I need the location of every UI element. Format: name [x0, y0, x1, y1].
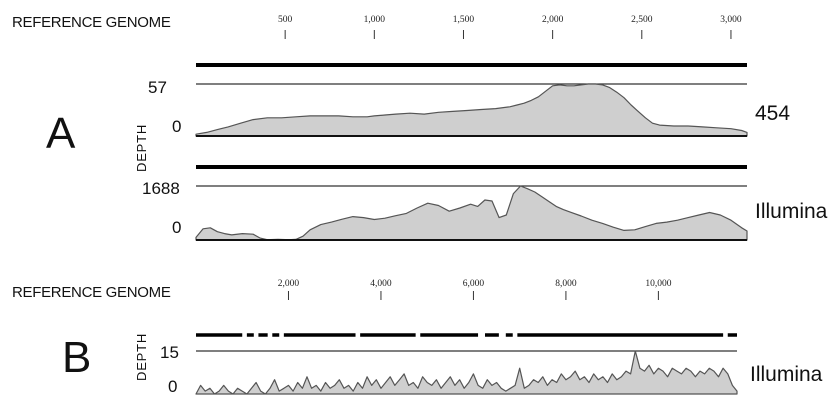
panel-b-x-axis-ticks: 2,000 4,000 6,000 8,000 10,000	[278, 279, 672, 300]
panel-b-x-tick-label: 2,000	[278, 279, 300, 289]
panel-b: REFERENCE GENOME 2,000 4,000 6,000 8,000 10,…	[12, 279, 823, 396]
panel-b-depth-label: DEPTH	[134, 333, 149, 381]
panel-a-x-tick-label: 500	[278, 15, 293, 25]
panel-b-track-illumina: 15 0 Illumina	[160, 333, 823, 396]
panel-a-letter: A	[46, 109, 76, 158]
depth-area-illumina-a	[195, 185, 748, 241]
panel-a-x-tick-label: 3,000	[720, 15, 742, 25]
panel-b-x-tick-label: 6,000	[463, 279, 485, 289]
panel-a-track-454: 57 0 454	[148, 63, 790, 137]
ymin-label-illumina-a: 0	[172, 218, 181, 237]
depth-area-454	[195, 83, 748, 137]
panel-a-reference-genome-label: REFERENCE GENOME	[12, 14, 171, 31]
panel-a-x-tick-label: 2,000	[542, 15, 564, 25]
ymin-label-illumina-b: 0	[168, 377, 177, 396]
panel-a-x-tick-label: 1,000	[364, 15, 386, 25]
panel-b-x-tick-label: 8,000	[555, 279, 577, 289]
ymax-label-illumina-b: 15	[160, 343, 179, 362]
depth-area-illumina-b	[195, 350, 738, 395]
panel-b-x-tick-label: 4,000	[370, 279, 392, 289]
panel-b-x-tick-label: 10,000	[645, 279, 671, 289]
platform-label-454: 454	[755, 102, 790, 125]
panel-a-x-tick-label: 1,500	[453, 15, 475, 25]
panel-a-x-axis-ticks: 500 1,000 1,500 2,000 2,500 3,000	[278, 15, 742, 39]
platform-label-illumina-b: Illumina	[750, 363, 823, 386]
panel-a-x-tick-label: 2,500	[631, 15, 653, 25]
platform-label-illumina-a: Illumina	[755, 200, 828, 223]
panel-a-depth-label: DEPTH	[134, 124, 149, 172]
panel-a-track-illumina: 1688 0 Illumina	[142, 165, 828, 241]
ymin-label-454: 0	[172, 117, 181, 136]
panel-b-letter: B	[62, 333, 91, 382]
panel-b-reference-genome-label: REFERENCE GENOME	[12, 284, 171, 301]
ymax-label-454: 57	[148, 78, 167, 97]
ymax-label-illumina-a: 1688	[142, 179, 180, 198]
panel-a: REFERENCE GENOME 500 1,000 1,500 2,000 2,500…	[12, 14, 828, 241]
